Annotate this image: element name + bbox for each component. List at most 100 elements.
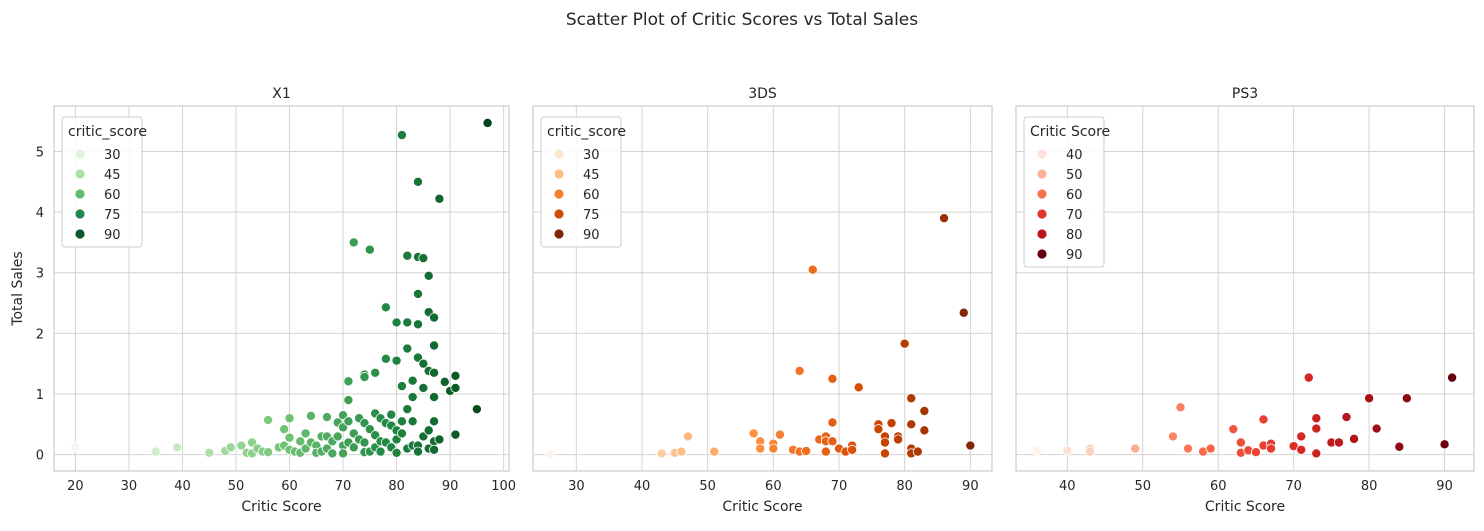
subplot-3ds: 30 40 50 60 70 80 90 3DS Critic Score critic_scor… xyxy=(532,86,993,515)
data-point xyxy=(1235,437,1246,448)
data-point xyxy=(794,365,805,376)
data-point xyxy=(396,381,407,392)
data-point xyxy=(418,382,429,393)
legend-marker xyxy=(74,208,86,220)
x-tick-label: 50 xyxy=(1134,479,1151,494)
data-point xyxy=(774,429,785,440)
data-point xyxy=(423,425,434,436)
legend-marker xyxy=(74,148,86,160)
data-point xyxy=(1333,437,1344,448)
data-point xyxy=(375,446,386,457)
data-point xyxy=(820,446,831,457)
legend-marker xyxy=(74,188,86,200)
data-point xyxy=(359,372,370,383)
data-point xyxy=(396,428,407,439)
x-tick-label: 40 xyxy=(174,479,191,494)
data-point xyxy=(295,436,306,447)
data-point xyxy=(402,250,413,261)
data-point xyxy=(899,338,910,349)
legend-marker xyxy=(1036,168,1048,180)
data-point xyxy=(807,264,818,275)
data-point xyxy=(853,382,864,393)
data-point xyxy=(1258,414,1269,425)
data-point xyxy=(1371,423,1382,434)
data-point xyxy=(396,416,407,427)
y-tick-label: 5 xyxy=(36,145,44,160)
data-point xyxy=(827,417,838,428)
x-tick-label: 60 xyxy=(281,479,298,494)
x-tick-label: 80 xyxy=(1361,479,1378,494)
plot-frame xyxy=(532,105,993,472)
data-point xyxy=(429,312,440,323)
data-point xyxy=(1349,433,1360,444)
plot-frame xyxy=(1015,105,1475,472)
data-point xyxy=(348,442,359,453)
x-tick-label: 40 xyxy=(634,479,651,494)
data-point xyxy=(204,447,215,458)
legend-title: critic_score xyxy=(68,124,147,140)
data-point xyxy=(1394,441,1405,452)
data-point xyxy=(906,393,917,404)
legend-marker xyxy=(553,148,565,160)
data-point xyxy=(827,436,838,447)
subplot-ps3: 40 50 60 70 80 90 PS3 Critic Score Critic Score 4… xyxy=(1015,86,1475,515)
data-point xyxy=(965,440,976,451)
data-point xyxy=(1447,372,1458,383)
data-point xyxy=(396,130,407,141)
data-point xyxy=(402,317,413,328)
data-point xyxy=(1167,431,1178,442)
data-point xyxy=(1439,439,1450,450)
x-tick-label: 60 xyxy=(1210,479,1227,494)
data-point xyxy=(402,343,413,354)
data-point xyxy=(1341,412,1352,423)
data-point xyxy=(893,434,904,445)
x-tick-label: 90 xyxy=(442,479,459,494)
data-point xyxy=(545,449,556,460)
data-point xyxy=(1311,448,1322,459)
data-point xyxy=(412,288,423,299)
data-point xyxy=(1296,431,1307,442)
data-point xyxy=(1032,445,1043,456)
data-point xyxy=(284,432,295,443)
data-point xyxy=(886,418,897,429)
data-point xyxy=(263,447,274,458)
data-point xyxy=(439,376,450,387)
x-tick-label: 80 xyxy=(388,479,405,494)
data-point xyxy=(939,213,950,224)
data-point xyxy=(429,367,440,378)
x-tick-label: 70 xyxy=(1285,479,1302,494)
data-point xyxy=(279,424,290,435)
data-point xyxy=(434,193,445,204)
data-point xyxy=(1364,393,1375,404)
data-point xyxy=(338,448,349,459)
legend-label: 50 xyxy=(1066,168,1083,183)
data-point xyxy=(755,443,766,454)
data-point xyxy=(402,404,413,415)
data-point xyxy=(370,367,381,378)
data-point xyxy=(284,413,295,424)
legend-title: Critic Score xyxy=(1030,124,1110,140)
data-point xyxy=(412,176,423,187)
legend-label: 30 xyxy=(583,148,600,163)
data-point xyxy=(450,382,461,393)
data-point xyxy=(471,404,482,415)
x-tick-label: 80 xyxy=(896,479,913,494)
data-point xyxy=(1250,447,1261,458)
data-point xyxy=(391,447,402,458)
data-point xyxy=(364,244,375,255)
data-point xyxy=(321,412,332,423)
data-point xyxy=(912,446,923,457)
x-tick-label: 70 xyxy=(831,479,848,494)
data-point xyxy=(343,416,354,427)
legend-label: 45 xyxy=(583,168,600,183)
data-point xyxy=(1084,446,1095,457)
data-point xyxy=(1401,393,1412,404)
data-point xyxy=(429,444,440,455)
y-tick-label: 1 xyxy=(36,388,44,403)
subplot-title: PS3 xyxy=(1232,86,1258,102)
data-point xyxy=(418,358,429,369)
data-point xyxy=(801,445,812,456)
data-point xyxy=(407,375,418,386)
